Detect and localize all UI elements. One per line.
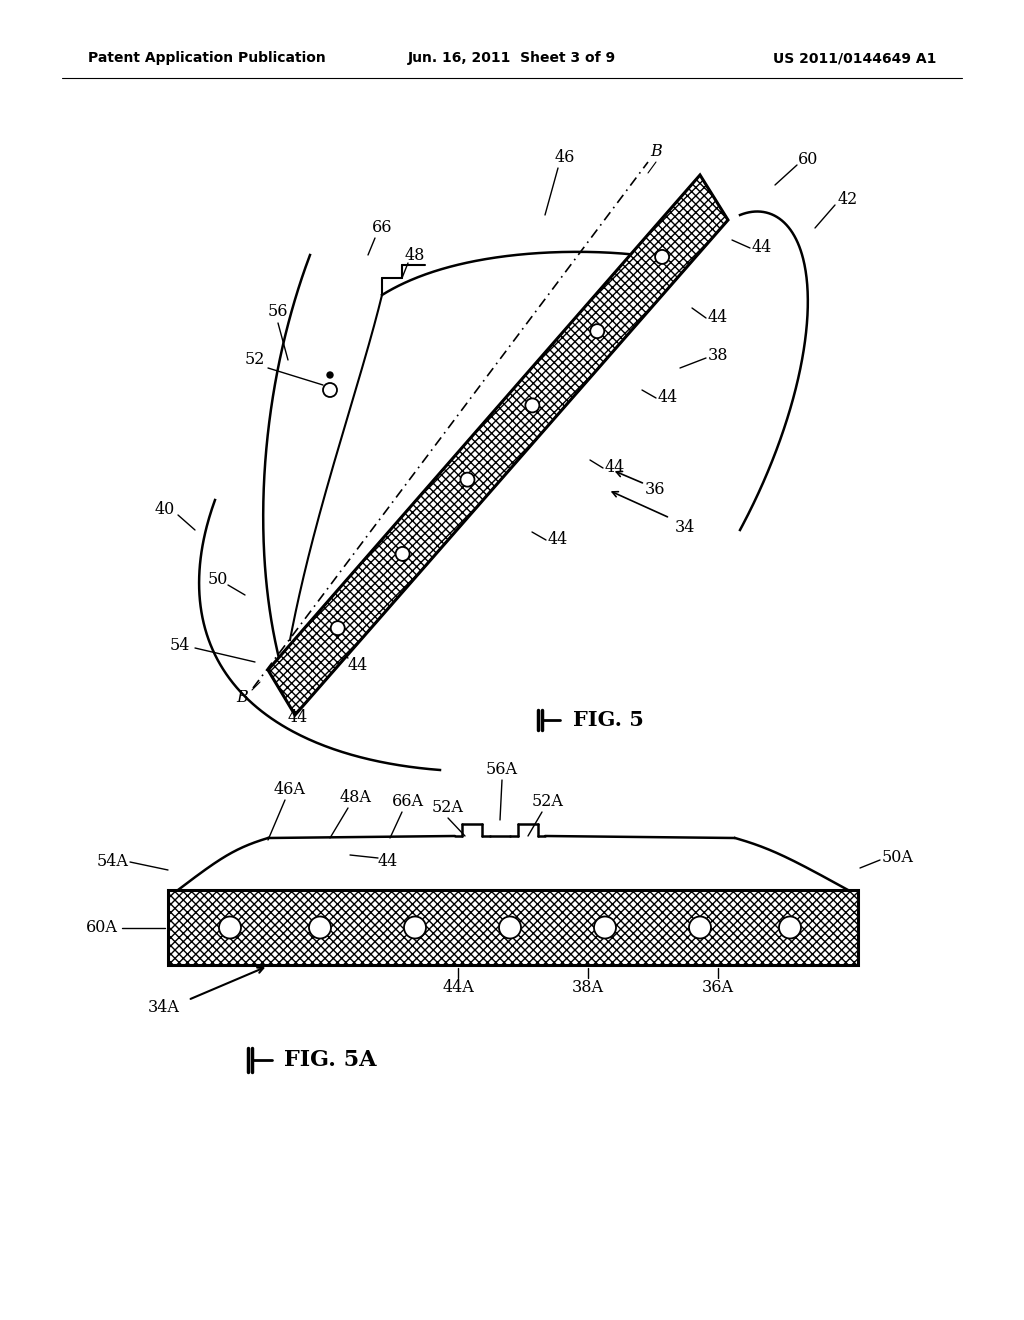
Text: 46: 46 xyxy=(555,149,575,166)
Text: FIG. 5: FIG. 5 xyxy=(572,710,643,730)
Text: 60A: 60A xyxy=(86,919,118,936)
Text: 46A: 46A xyxy=(274,781,306,799)
Text: 44: 44 xyxy=(605,459,625,477)
Text: 52A: 52A xyxy=(532,793,564,810)
Text: FIG. 5A: FIG. 5A xyxy=(284,1049,376,1071)
Circle shape xyxy=(590,325,604,338)
Text: 36A: 36A xyxy=(702,979,734,997)
Circle shape xyxy=(331,622,345,635)
Text: 44: 44 xyxy=(378,854,398,870)
Text: US 2011/0144649 A1: US 2011/0144649 A1 xyxy=(773,51,936,65)
Text: 38A: 38A xyxy=(572,979,604,997)
Polygon shape xyxy=(168,890,858,965)
Circle shape xyxy=(655,249,669,264)
Text: B: B xyxy=(237,689,248,706)
Circle shape xyxy=(461,473,474,487)
Text: 36: 36 xyxy=(645,482,666,499)
Circle shape xyxy=(219,916,241,939)
Text: 48A: 48A xyxy=(339,789,371,807)
Text: 44: 44 xyxy=(657,389,678,407)
Text: Jun. 16, 2011  Sheet 3 of 9: Jun. 16, 2011 Sheet 3 of 9 xyxy=(408,51,616,65)
Circle shape xyxy=(499,916,521,939)
Circle shape xyxy=(309,916,331,939)
Text: 34: 34 xyxy=(675,520,695,536)
Text: 44: 44 xyxy=(752,239,772,256)
Text: Patent Application Publication: Patent Application Publication xyxy=(88,51,326,65)
Text: 42: 42 xyxy=(838,191,858,209)
Text: 56A: 56A xyxy=(486,762,518,779)
Text: 54A: 54A xyxy=(96,854,128,870)
Circle shape xyxy=(404,916,426,939)
Text: 40: 40 xyxy=(155,502,175,519)
Text: 66: 66 xyxy=(372,219,392,236)
Circle shape xyxy=(594,916,616,939)
Text: 52: 52 xyxy=(245,351,265,368)
Circle shape xyxy=(689,916,711,939)
Circle shape xyxy=(323,383,337,397)
Circle shape xyxy=(779,916,801,939)
Text: 50: 50 xyxy=(208,572,228,589)
Text: 56: 56 xyxy=(267,304,288,321)
Polygon shape xyxy=(268,176,728,715)
Circle shape xyxy=(395,546,410,561)
Text: 44: 44 xyxy=(548,532,568,549)
Text: 44: 44 xyxy=(348,656,368,673)
Text: 38: 38 xyxy=(708,346,728,363)
Text: 48: 48 xyxy=(404,247,425,264)
Text: B: B xyxy=(650,144,662,161)
Text: 60: 60 xyxy=(798,152,818,169)
Text: 54: 54 xyxy=(170,636,190,653)
Text: 44: 44 xyxy=(288,710,308,726)
Text: 66A: 66A xyxy=(392,793,424,810)
Text: 34A: 34A xyxy=(148,999,180,1016)
Circle shape xyxy=(327,372,333,378)
Text: 44A: 44A xyxy=(442,979,474,997)
Text: 52A: 52A xyxy=(432,800,464,817)
Text: 50A: 50A xyxy=(882,850,913,866)
Text: 44: 44 xyxy=(708,309,728,326)
Circle shape xyxy=(525,399,540,412)
